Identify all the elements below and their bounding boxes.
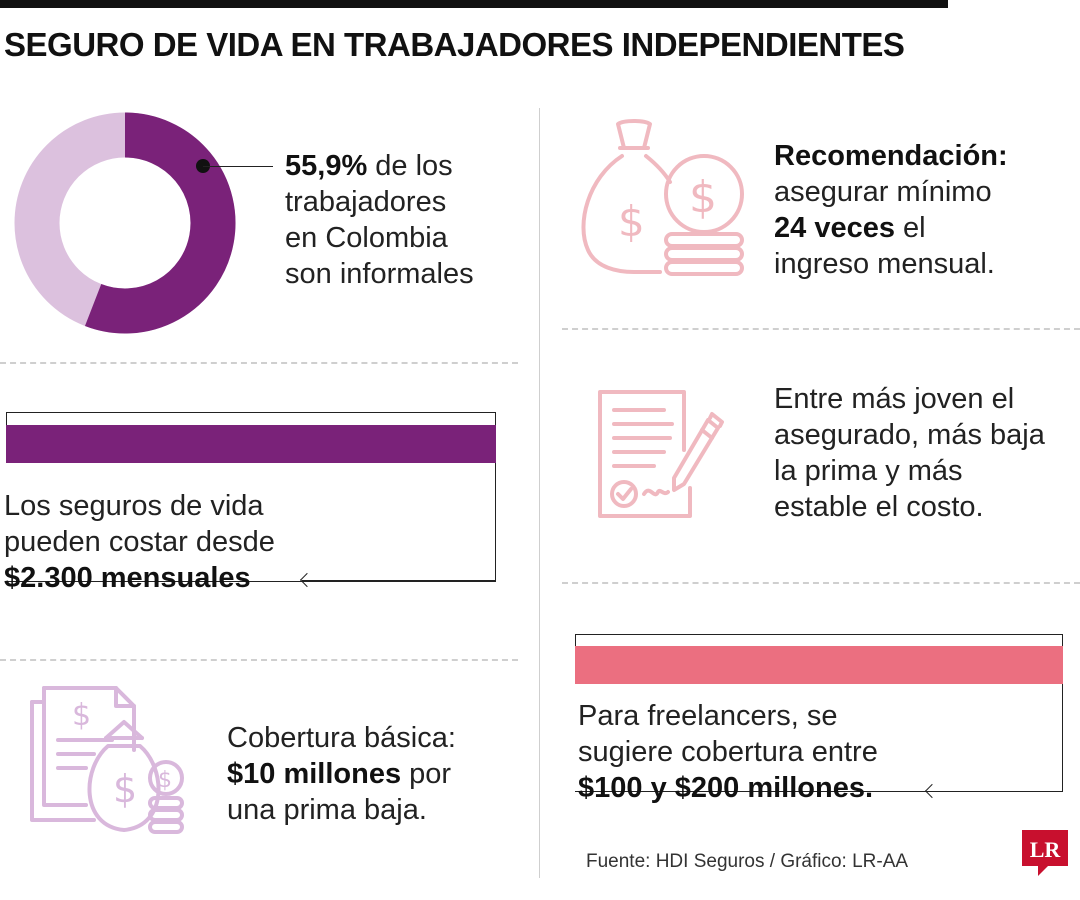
informal-line2: trabajadores: [285, 186, 447, 218]
young-line3: la prima y más: [774, 455, 963, 487]
cost-line2: pueden costar desde: [4, 526, 275, 558]
informal-line4: son informales: [285, 258, 474, 290]
cost-arrow-line: [302, 580, 496, 581]
top-rule: [0, 0, 948, 8]
cost-box: [6, 412, 496, 582]
informal-donut-chart: [14, 112, 236, 334]
young-line2: asegurado, más baja: [774, 419, 1045, 451]
basic-line2-rest: por: [401, 758, 452, 790]
vertical-divider: [539, 108, 540, 878]
freelancers-bar: [575, 646, 1063, 684]
basic-line3: una prima baja.: [227, 794, 427, 826]
informal-line1-rest: de los: [367, 150, 453, 182]
svg-text:$: $: [113, 767, 137, 811]
recommendation-amount: 24 veces: [774, 212, 895, 244]
recommendation-text: Recomendación: asegurar mínimo 24 veces …: [774, 138, 1008, 282]
basic-amount: $10 millones: [227, 758, 402, 790]
svg-text:$: $: [689, 172, 717, 223]
cost-line3: $2.300 mensuales: [4, 562, 251, 594]
cost-bar: [6, 425, 496, 463]
divider-left-1: [0, 362, 518, 364]
donut-leader-line: [203, 166, 273, 167]
informal-line3: en Colombia: [285, 222, 448, 254]
informal-text: 55,9% de los trabajadores en Colombia so…: [285, 148, 474, 292]
divider-right-1: [562, 328, 1080, 330]
young-line1: Entre más joven el: [774, 383, 1015, 415]
donut-informal-slice: [85, 112, 236, 334]
page-title: SEGURO DE VIDA EN TRABAJADORES INDEPENDI…: [4, 26, 905, 63]
basic-text: Cobertura básica: $10 millones por una p…: [227, 720, 456, 828]
recommendation-line2: asegurar mínimo: [774, 176, 992, 208]
freelancers-line1: Para freelancers, se: [578, 700, 838, 732]
informal-percent: 55,9%: [285, 150, 368, 182]
freelancers-amount: $100 y $200 millones.: [578, 772, 874, 804]
recommendation-line3-rest: el: [894, 212, 926, 244]
source-note: Fuente: HDI Seguros / Gráfico: LR-AA: [586, 851, 909, 872]
cost-text: Los seguros de vida pueden costar desde …: [4, 488, 275, 596]
lr-logo: LR: [1022, 830, 1068, 876]
freelancers-box: [575, 634, 1063, 792]
freelancers-line2: sugiere cobertura entre: [578, 736, 878, 768]
recommendation-line4: ingreso mensual.: [774, 248, 995, 280]
young-line4: estable el costo.: [774, 491, 984, 523]
freelancers-text: Para freelancers, se sugiere cobertura e…: [578, 698, 878, 806]
money-bag-coins-icon: $ $: [581, 119, 744, 276]
young-text: Entre más joven el asegurado, más baja l…: [774, 381, 1045, 525]
contract-pen-icon: [598, 390, 724, 518]
freelancers-arrow-line: [927, 791, 1063, 792]
svg-text:$: $: [618, 197, 645, 246]
divider-left-2: [0, 659, 518, 661]
svg-text:$: $: [72, 698, 91, 733]
svg-text:$: $: [158, 768, 172, 793]
logo-text: LR: [1030, 837, 1062, 862]
recommendation-heading: Recomendación:: [774, 140, 1008, 172]
document-money-bag-icon: $ $ $: [30, 686, 184, 834]
basic-line1: Cobertura básica:: [227, 722, 456, 754]
cost-line1: Los seguros de vida: [4, 490, 264, 522]
divider-right-2: [562, 582, 1080, 584]
